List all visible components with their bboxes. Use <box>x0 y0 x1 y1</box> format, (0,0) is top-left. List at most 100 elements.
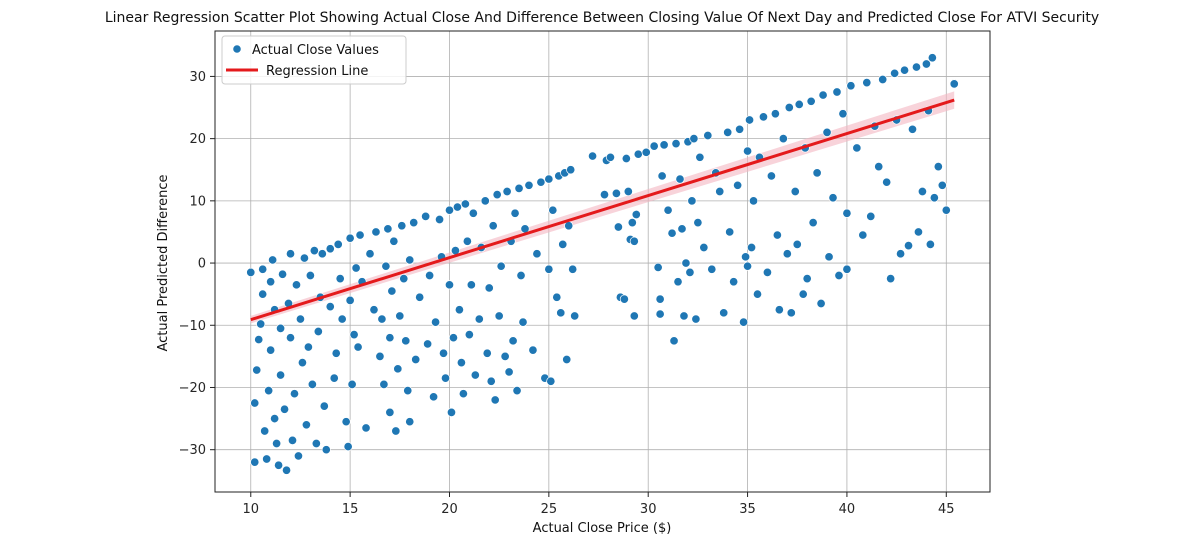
data-point <box>299 253 309 263</box>
data-point <box>270 414 280 424</box>
data-point <box>858 230 868 240</box>
data-point <box>743 261 753 271</box>
data-point <box>280 404 290 414</box>
data-point <box>510 208 520 218</box>
data-point <box>446 407 457 417</box>
data-point <box>558 239 568 249</box>
data-point <box>508 336 518 346</box>
data-point <box>729 277 739 287</box>
data-point <box>663 205 673 215</box>
data-point <box>925 239 935 249</box>
data-point <box>256 319 266 329</box>
data-point <box>500 351 510 361</box>
data-point <box>874 162 884 172</box>
data-point <box>613 222 623 232</box>
data-point <box>655 294 665 304</box>
data-point <box>281 465 292 475</box>
data-point <box>518 317 528 327</box>
data-point <box>285 249 296 259</box>
data-point <box>748 196 759 206</box>
data-point <box>941 205 951 215</box>
data-point <box>385 407 395 417</box>
y-axis-ticks: −30 −20 −10 0 10 20 30 <box>179 70 215 458</box>
data-point <box>317 249 327 259</box>
y-tick-label: −10 <box>179 319 206 334</box>
data-point <box>907 124 918 134</box>
data-point <box>629 236 639 246</box>
data-point <box>335 274 345 284</box>
data-point <box>333 239 343 249</box>
y-tick-label: 20 <box>189 132 206 147</box>
data-point <box>846 81 856 91</box>
data-point <box>462 236 472 246</box>
data-point <box>746 242 757 253</box>
data-point <box>802 274 812 284</box>
data-point <box>937 180 947 190</box>
data-point <box>325 302 335 312</box>
data-point <box>266 277 276 287</box>
data-point <box>568 264 578 274</box>
regression-line-group <box>250 98 955 322</box>
data-point <box>743 146 753 156</box>
data-point <box>321 445 331 455</box>
data-point <box>301 420 311 430</box>
data-point <box>611 188 621 198</box>
regression-line <box>250 98 955 322</box>
data-point <box>886 274 896 284</box>
data-point <box>524 180 534 190</box>
data-point <box>917 186 927 197</box>
data-point <box>532 249 542 259</box>
data-point <box>254 335 264 345</box>
data-point <box>570 311 580 321</box>
data-point <box>285 333 296 343</box>
data-point <box>313 326 323 337</box>
data-point <box>677 224 687 234</box>
data-point <box>325 244 335 254</box>
y-tick-label: 10 <box>189 194 206 209</box>
data-point <box>466 280 476 290</box>
data-point <box>689 134 699 144</box>
confidence-band <box>250 91 955 324</box>
data-point <box>303 342 313 352</box>
data-point <box>371 227 381 237</box>
data-point <box>633 149 643 159</box>
data-point <box>383 224 393 234</box>
data-point <box>458 389 468 399</box>
data-point <box>619 294 629 304</box>
data-point <box>260 426 270 436</box>
y-tick-label: 0 <box>198 257 206 272</box>
data-point <box>425 270 435 281</box>
data-point <box>246 267 256 277</box>
data-point <box>305 270 315 281</box>
data-point <box>409 218 419 228</box>
data-point <box>379 379 389 389</box>
data-point <box>671 139 681 149</box>
plot-frame <box>214 30 991 493</box>
data-point <box>733 180 743 190</box>
data-point <box>599 190 610 200</box>
data-point <box>496 261 506 271</box>
data-point <box>687 196 697 206</box>
legend-box <box>221 35 407 85</box>
data-point <box>528 345 538 355</box>
data-point <box>675 174 685 184</box>
data-point <box>361 423 371 433</box>
data-point <box>878 74 888 85</box>
x-tick-label: 25 <box>541 502 558 517</box>
data-point <box>548 205 558 215</box>
data-point <box>741 252 751 262</box>
data-point <box>438 348 449 358</box>
regression-confidence-band <box>250 91 955 324</box>
data-point <box>933 162 943 172</box>
data-point <box>681 258 691 268</box>
data-point <box>562 354 572 365</box>
data-point <box>399 274 409 284</box>
data-point <box>673 277 683 287</box>
data-point <box>488 221 498 231</box>
data-point <box>792 239 802 249</box>
data-point <box>343 442 353 452</box>
data-point <box>329 373 339 383</box>
data-point <box>349 330 359 340</box>
x-tick-label: 35 <box>739 502 756 517</box>
